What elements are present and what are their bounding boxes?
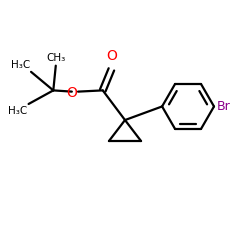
Text: H₃C: H₃C — [8, 106, 27, 116]
Text: O: O — [106, 49, 117, 63]
Text: CH₃: CH₃ — [46, 53, 66, 63]
Text: O: O — [66, 86, 77, 100]
Text: Br: Br — [216, 100, 230, 113]
Text: H₃C: H₃C — [10, 60, 30, 70]
